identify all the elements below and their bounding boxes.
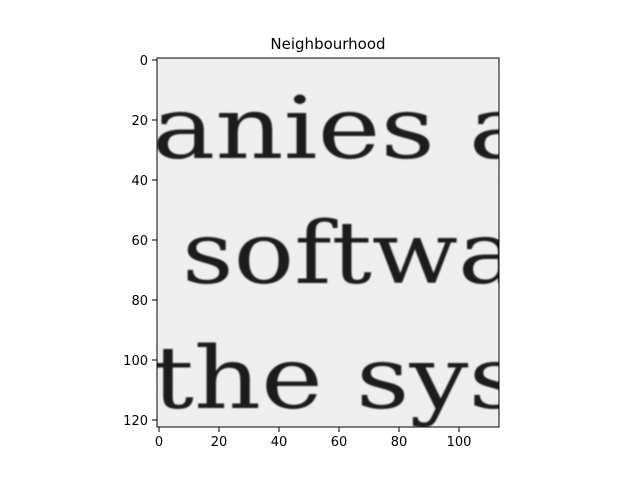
y-tick-label: 80	[131, 294, 148, 309]
x-tick-label: 40	[271, 435, 288, 450]
scan-line-3: the sys	[152, 329, 522, 429]
y-tick-label: 40	[131, 174, 148, 189]
image-panel: anies a softwa the sys	[152, 58, 532, 429]
y-tick-label: 60	[131, 234, 148, 249]
y-tick-label: 120	[123, 414, 148, 429]
x-tick-label: 0	[155, 435, 163, 450]
plot-title: Neighbourhood	[270, 35, 385, 53]
paper-grain	[157, 58, 499, 427]
y-axis: 0 20 40 60 80 100 120	[123, 54, 157, 429]
scan-line-2: softwa	[182, 204, 518, 304]
x-axis: 0 20 40 60 80 100	[155, 427, 472, 450]
axes-frame	[156, 57, 500, 428]
x-tick-label: 20	[211, 435, 228, 450]
x-tick-label: 80	[391, 435, 408, 450]
x-tick-label: 60	[331, 435, 348, 450]
y-tick-label: 0	[140, 54, 148, 69]
y-tick-label: 100	[123, 354, 148, 369]
y-tick-label: 20	[131, 114, 148, 129]
x-tick-label: 100	[447, 435, 472, 450]
scan-line-1: anies a	[152, 79, 532, 179]
